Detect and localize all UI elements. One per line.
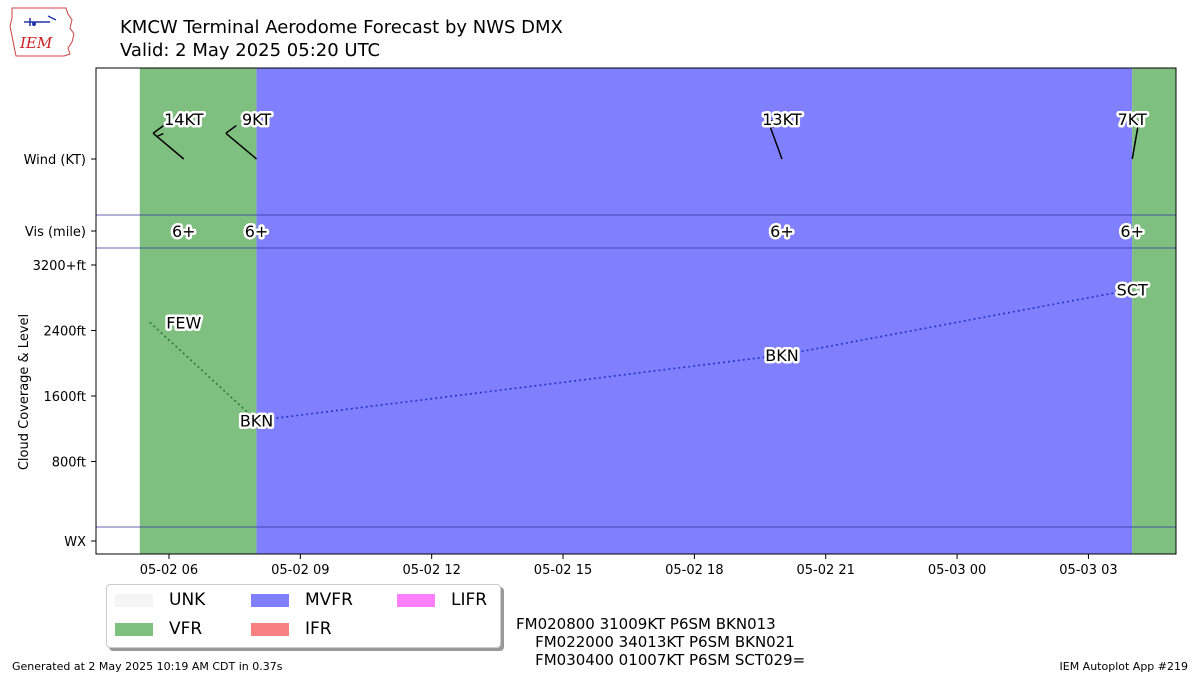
legend-item-mvfr: MVFR [251,589,353,611]
wind-barb-feather [1138,118,1146,125]
legend: UNK VFR MVFR IFR LIFR [106,584,501,648]
chart-subtitle: Valid: 2 May 2025 05:20 UTC [120,40,381,61]
app-note: IEM Autoplot App #219 [1059,660,1189,673]
wind-barb [152,132,185,160]
x-tick-label: 05-02 12 [402,563,460,578]
cloud-trend-line [149,321,258,422]
wind-barb [1131,119,1140,160]
legend-swatch [115,593,153,607]
legend-item-lifr: LIFR [397,589,487,611]
x-tick-label: 05-03 00 [928,563,986,578]
legend-item-ifr: IFR [251,618,332,640]
y-axis-title-cloud: Cloud Coverage & Level [17,314,32,470]
cloud-cover-label: BKN [240,412,273,431]
x-tick-label: 05-03 03 [1059,563,1117,578]
wind-barb-feather [152,124,164,134]
legend-swatch [251,593,289,607]
wind-speed-label: 13KT [762,110,802,129]
visibility-label: 6+ [172,222,196,241]
legend-swatch [251,622,289,636]
visibility-label: 6+ [770,222,794,241]
iem-logo: IEM [8,6,78,58]
wind-speed-label-halo: 7KT [1118,110,1147,129]
y-tick-label-cloud: 3200+ft [33,259,86,274]
y-label-wx: WX [64,535,86,550]
visibility-label-halo: 6+ [1120,222,1144,241]
cloud-trend-line [781,288,1133,356]
wind-barb-feather [768,119,782,123]
wind-barb [767,121,783,160]
legend-item-vfr: VFR [115,618,202,640]
taf-text: FM020800 31009KT P6SM BKN013 FM022000 34… [516,615,806,669]
cloud-cover-label-halo: SCT [1117,281,1148,300]
visibility-label-halo: 6+ [245,222,269,241]
y-tick-label-cloud: 800ft [52,456,86,471]
x-tick-label: 05-02 15 [534,563,592,578]
wind-barb-feather [156,132,164,138]
wind-speed-label-halo: 13KT [762,110,802,129]
visibility-label: 6+ [245,222,269,241]
wind-speed-label-halo: 9KT [242,110,271,129]
chart-title: KMCW Terminal Aerodome Forecast by NWS D… [120,17,563,38]
x-tick-label: 05-02 06 [140,563,198,578]
x-tick-label: 05-02 09 [271,563,329,578]
cloud-cover-label: SCT [1117,281,1148,300]
y-tick-label-cloud: 2400ft [43,325,86,340]
legend-swatch [397,593,435,607]
y-label-wind: Wind (KT) [24,153,86,168]
wind-speed-label: 9KT [242,110,271,129]
wind-speed-label: 7KT [1118,110,1147,129]
cloud-cover-label-halo: BKN [240,412,273,431]
plot-frame [95,67,1177,555]
wind-barb-feather [769,125,777,128]
visibility-label-halo: 6+ [172,222,196,241]
wind-speed-label-halo: 14KT [164,110,204,129]
x-tick-label: 05-02 21 [797,563,855,578]
cloud-trend-line [256,354,783,422]
cloud-cover-label: BKN [765,346,798,365]
logo-text: IEM [19,34,53,52]
generated-note: Generated at 2 May 2025 10:19 AM CDT in … [12,660,283,673]
legend-item-unk: UNK [115,589,205,611]
visibility-label-halo: 6+ [770,222,794,241]
category-band-vfr [1132,68,1176,554]
wind-barb-feather [225,124,237,134]
category-band-mvfr [256,68,1133,554]
legend-swatch [115,622,153,636]
wind-speed-label: 14KT [164,110,204,129]
y-label-vis: Vis (mile) [25,225,86,240]
x-tick-label: 05-02 18 [665,563,723,578]
cloud-cover-label: FEW [166,313,201,332]
cloud-cover-label-halo: BKN [765,346,798,365]
visibility-label: 6+ [1120,222,1144,241]
category-band-vfr [139,68,257,554]
cloud-cover-label-halo: FEW [166,313,201,332]
wind-barb [225,132,258,160]
iowa-outline-icon: IEM [9,7,75,57]
y-tick-label-cloud: 1600ft [43,390,86,405]
